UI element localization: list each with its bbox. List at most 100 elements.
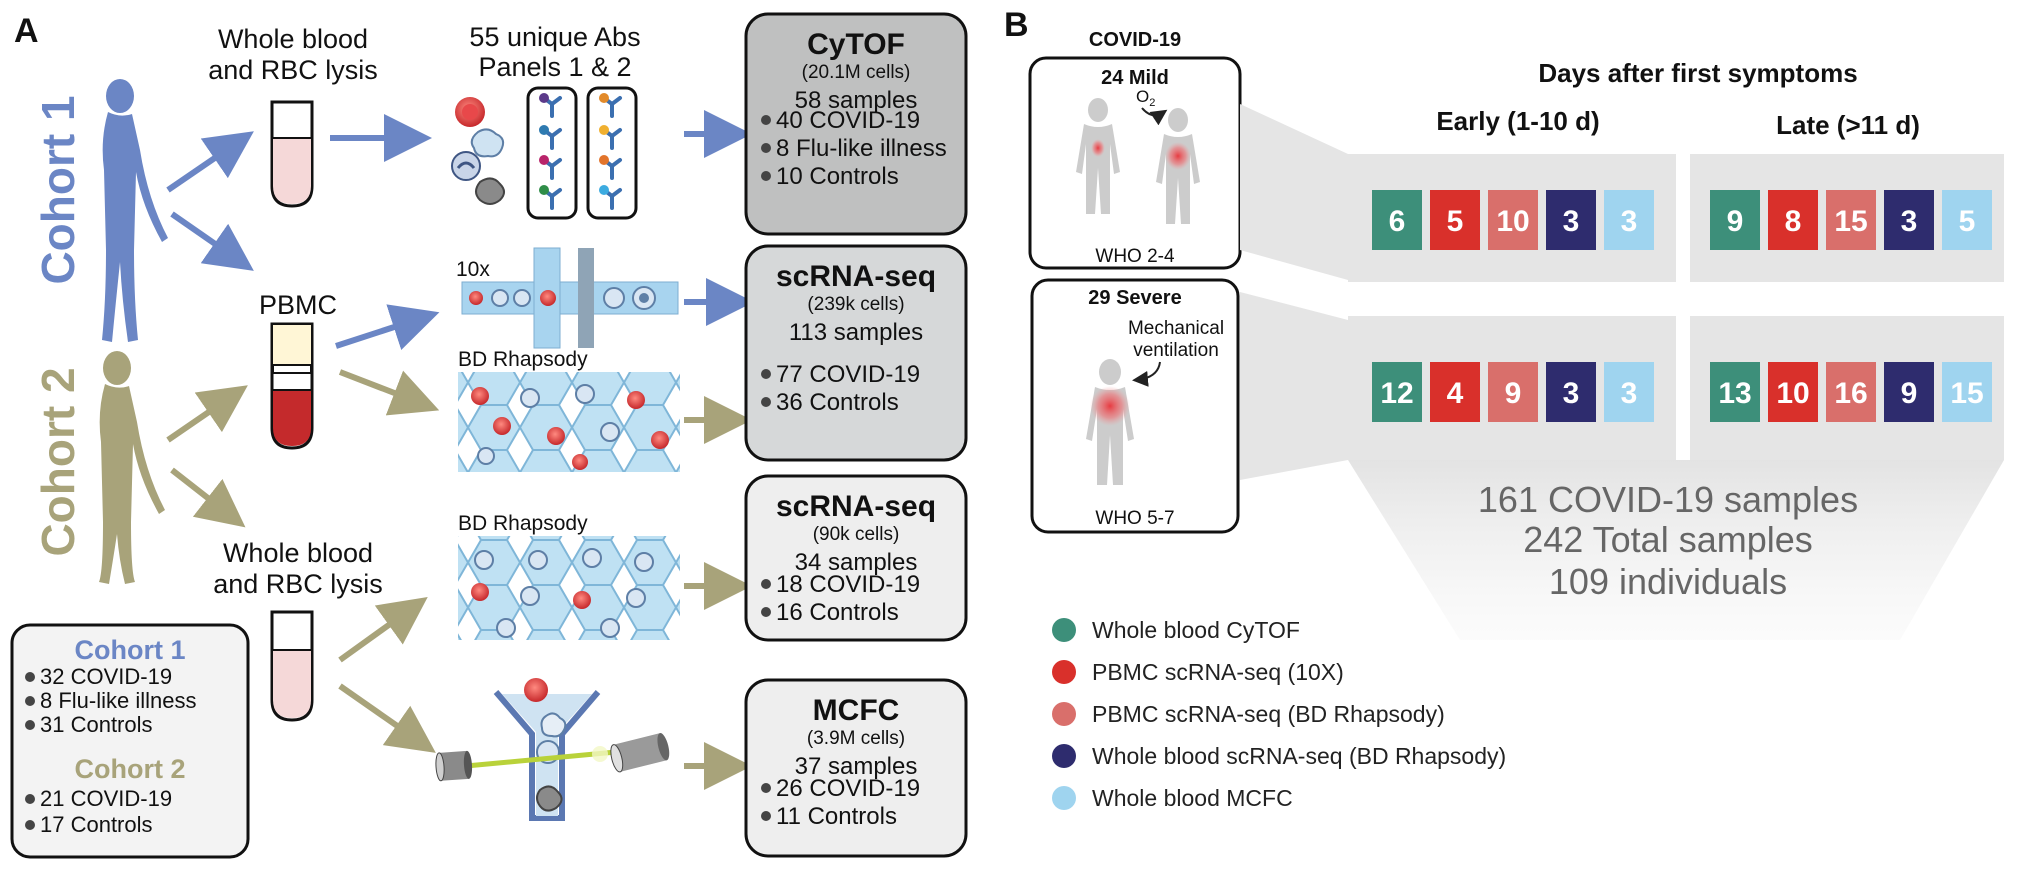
- wb-rbc-bottom-line1: Whole blood: [223, 538, 373, 568]
- result-box-cells: (20.1M cells): [802, 62, 911, 83]
- covid-title: COVID-19: [1089, 29, 1181, 51]
- tube-wb-bottom: [270, 610, 314, 722]
- count-square-late-mild: 5: [1942, 190, 1992, 250]
- panel-b-label: B: [1004, 6, 1029, 44]
- count-square-late-mild: 8: [1768, 190, 1818, 250]
- bullet-dot: [25, 720, 35, 730]
- legend-swatch: [1052, 618, 1076, 642]
- bullet-dot: [761, 397, 771, 407]
- cohort2-item: 17 Controls: [40, 812, 153, 837]
- count-square-early-severe: 3: [1546, 362, 1596, 422]
- arrow-c2-pbmc: [166, 385, 248, 443]
- mech-line2: ventilation: [1133, 340, 1219, 361]
- result-box-cells: (3.9M cells): [807, 728, 905, 749]
- count-square-early-severe: 9: [1488, 362, 1538, 422]
- count-square-early-mild: 3: [1604, 190, 1654, 250]
- antibody-panel-2: [586, 86, 638, 220]
- arrow-c2-wb: [170, 467, 246, 528]
- count-square-late-severe: 13: [1710, 362, 1760, 422]
- arrow-c1-wb: [166, 131, 254, 193]
- bd-rhapsody-grid-2: [458, 536, 680, 640]
- result-box-item: 18 COVID-19: [776, 571, 920, 598]
- result-box-item: 40 COVID-19: [776, 107, 920, 134]
- result-box-item: 36 Controls: [776, 389, 899, 416]
- abs-line1: 55 unique Abs: [469, 22, 640, 52]
- count-value: 3: [1901, 205, 1918, 238]
- bullet-dot: [25, 820, 35, 830]
- severe-who: WHO 5-7: [1095, 508, 1174, 529]
- bullet-dot: [761, 369, 771, 379]
- count-value: 15: [1950, 377, 1983, 410]
- count-square-late-severe: 16: [1826, 362, 1876, 422]
- count-square-early-mild: 6: [1372, 190, 1422, 250]
- o2-main: O: [1136, 87, 1149, 106]
- legend-entry: PBMC scRNA-seq (10X): [1052, 659, 1344, 685]
- bullet-dot: [25, 794, 35, 804]
- count-value: 9: [1727, 205, 1744, 238]
- cohort1-human-icon: [102, 79, 168, 342]
- severe-title: 29 Severe: [1088, 287, 1181, 309]
- count-square-late-mild: 9: [1710, 190, 1760, 250]
- count-square-early-severe: 3: [1604, 362, 1654, 422]
- bullet-dot: [761, 607, 771, 617]
- days-title: Days after first symptoms: [1538, 58, 1857, 88]
- bullet-dot: [761, 811, 771, 821]
- count-square-early-severe: 12: [1372, 362, 1422, 422]
- count-square-late-severe: 9: [1884, 362, 1934, 422]
- result-box-item: 8 Flu-like illness: [776, 135, 947, 162]
- summary-line-3: 109 individuals: [1549, 561, 1787, 602]
- count-value: 9: [1901, 377, 1918, 410]
- result-box-cells: (239k cells): [807, 294, 904, 315]
- legend-label: PBMC scRNA-seq (BD Rhapsody): [1092, 701, 1445, 727]
- early-label: Early (1-10 d): [1436, 106, 1599, 136]
- bullet-dot: [25, 672, 35, 682]
- count-square-late-mild: 3: [1884, 190, 1934, 250]
- panel-a-label: A: [14, 12, 39, 50]
- tube-wb-top: [270, 100, 314, 208]
- bd-rhapsody-grid-1: [458, 372, 680, 472]
- legend-swatch: [1052, 786, 1076, 810]
- result-box-item: 16 Controls: [776, 599, 899, 626]
- severe-box: [1030, 278, 1240, 534]
- o2-arrow: [1141, 107, 1168, 126]
- mild-box: [1028, 56, 1242, 270]
- bullet-dot: [761, 171, 771, 181]
- o2-sub: 2: [1149, 97, 1155, 109]
- count-value: 15: [1834, 205, 1867, 238]
- result-box-item: 11 Controls: [776, 803, 897, 830]
- result-box-scrna-10x: scRNA-seq(239k cells) 113 samples 77 COVID…: [744, 244, 968, 462]
- legend-entry: Whole blood CyTOF: [1052, 617, 1300, 643]
- result-box-samples: 34 samples: [795, 549, 918, 576]
- wb-rbc-top-line1: Whole blood: [218, 24, 368, 54]
- cohort1-box-title: Cohort 1: [75, 635, 186, 665]
- result-box-samples: 113 samples: [789, 319, 923, 346]
- count-value: 5: [1959, 205, 1976, 238]
- cohort1-item: 8 Flu-like illness: [40, 688, 197, 713]
- result-box-title: scRNA-seq: [776, 490, 936, 523]
- bullet-dot: [761, 783, 771, 793]
- count-square-late-severe: 10: [1768, 362, 1818, 422]
- count-square-late-mild: 15: [1826, 190, 1876, 250]
- cohort1-item: 31 Controls: [40, 712, 153, 737]
- result-box-item: 77 COVID-19: [776, 361, 920, 388]
- mild-lung-glow-1: [1091, 139, 1105, 157]
- result-box-title: CyTOF: [807, 28, 905, 61]
- legend-entry: PBMC scRNA-seq (BD Rhapsody): [1052, 701, 1445, 727]
- count-value: 9: [1505, 377, 1522, 410]
- count-value: 12: [1380, 377, 1413, 410]
- mild-who: WHO 2-4: [1095, 246, 1175, 267]
- mild-title: 24 Mild: [1101, 67, 1169, 89]
- row-divider: [1348, 282, 2004, 316]
- count-square-early-mild: 10: [1488, 190, 1538, 250]
- cohort2-box-title: Cohort 2: [75, 754, 186, 784]
- cytof-cells-illustration: [451, 97, 505, 205]
- arrow-c1-pbmc: [170, 211, 254, 271]
- legend-swatch: [1052, 744, 1076, 768]
- legend-label: Whole blood MCFC: [1092, 785, 1293, 811]
- mild-lung-glow-2: [1165, 142, 1191, 170]
- tenx-label: 10x: [456, 258, 490, 281]
- result-box-cells: (90k cells): [813, 524, 900, 545]
